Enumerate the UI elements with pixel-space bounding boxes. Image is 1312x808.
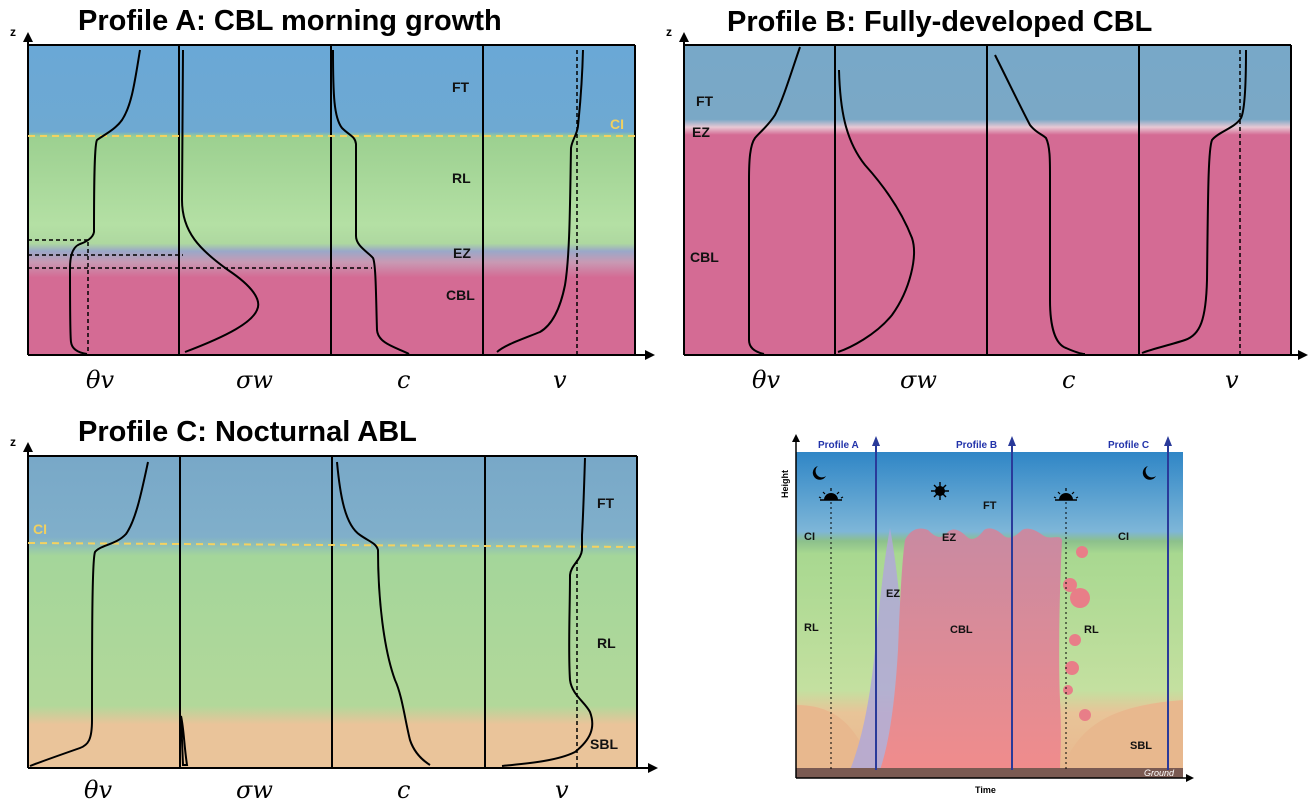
profile-b-theta-curve — [748, 46, 801, 355]
timeline-panel: Ground Height Time Profile A Profile B P… — [780, 434, 1194, 795]
timeline-ground-label: Ground — [1144, 768, 1175, 778]
profile-c-rl-label: RL — [597, 635, 616, 651]
profile-a-sigma-label: σw — [236, 366, 273, 394]
timeline-profile-b-label: Profile B — [956, 440, 997, 451]
timeline-profile-a-arrow — [872, 436, 880, 446]
profile-a-rl-label: RL — [452, 170, 471, 186]
profile-c-ft-label: FT — [597, 495, 615, 511]
profile-c-z-label: z — [10, 435, 16, 449]
profile-c-theta-label: θv — [84, 776, 112, 803]
timeline-sbl-right — [1062, 700, 1183, 770]
profile-a-z-arrow — [23, 32, 33, 42]
timeline-rl-right-label: RL — [1084, 624, 1099, 636]
sun-icon — [931, 482, 949, 500]
timeline-sbl-left — [796, 705, 862, 770]
timeline-x-arrow — [1186, 774, 1194, 782]
timeline-profile-a-label: Profile A — [818, 440, 859, 451]
profile-b-x-arrow — [1298, 350, 1308, 360]
profile-c-c-label: c — [397, 776, 410, 803]
profile-b-z-label: z — [666, 25, 672, 39]
timeline-ez-top-label: EZ — [942, 532, 956, 544]
timeline-ci-right-label: CI — [1118, 531, 1129, 543]
profile-a-c-label: c — [397, 366, 410, 394]
timeline-ez-left-label: EZ — [886, 588, 900, 600]
profile-c-panel: Profile C: Nocturnal ABL z CI FT RL SBL … — [10, 416, 658, 804]
timeline-profile-c-arrow — [1164, 436, 1172, 446]
profile-b-ft-label: FT — [696, 93, 714, 109]
profile-b-c-label: c — [1062, 366, 1075, 394]
profile-c-sigma-curve — [180, 715, 189, 766]
timeline-x-label: Time — [975, 785, 996, 795]
profile-a-title: Profile A: CBL morning growth — [78, 5, 502, 37]
profile-b-sigma-label: σw — [900, 366, 937, 394]
timeline-y-arrow — [792, 434, 800, 442]
profile-a-v-label: v — [553, 366, 567, 394]
timeline-sbl-label: SBL — [1130, 740, 1152, 752]
profile-b-c-curve — [994, 54, 1086, 355]
profile-c-z-arrow — [23, 442, 33, 452]
timeline-blob-4 — [1069, 634, 1081, 646]
profile-c-ci-line — [27, 542, 638, 548]
profile-c-sigma-label: σw — [236, 776, 273, 803]
profile-a-v-curve — [496, 49, 584, 353]
profile-a-c-curve — [332, 49, 410, 355]
profile-c-title: Profile C: Nocturnal ABL — [78, 416, 417, 448]
profile-a-theta-label: θv — [86, 366, 114, 394]
moon-icon — [1142, 466, 1156, 480]
profile-a-cbl-label: CBL — [446, 287, 475, 303]
timeline-profile-c-label: Profile C — [1108, 440, 1149, 451]
profile-b-title: Profile B: Fully-developed CBL — [727, 6, 1152, 38]
timeline-profile-b-arrow — [1008, 436, 1016, 446]
profile-c-v-label: v — [555, 776, 569, 803]
timeline-blob-5 — [1065, 661, 1079, 675]
profile-c-v-curve — [501, 457, 594, 767]
moon-icon — [812, 466, 826, 480]
profile-c-theta-curve — [29, 461, 149, 767]
timeline-blob-6 — [1063, 685, 1073, 695]
timeline-blob-1 — [1076, 546, 1088, 558]
sunset-icon — [1053, 488, 1079, 501]
timeline-blob-7 — [1079, 709, 1091, 721]
profile-a-z-label: z — [10, 25, 16, 39]
profile-b-v-curve — [1141, 49, 1247, 354]
profile-b-cbl-label: CBL — [690, 249, 719, 265]
timeline-cbl-label: CBL — [950, 624, 973, 636]
profile-c-c-curve — [336, 461, 431, 766]
profile-a-panel: Profile A: CBL morning growth z FT CI RL… — [10, 5, 655, 394]
timeline-cbl-region — [880, 528, 1062, 770]
profile-b-v-label: v — [1225, 366, 1239, 394]
profile-a-ft-label: FT — [452, 79, 470, 95]
profile-b-panel: Profile B: Fully-developed CBL z FT EZ C… — [666, 6, 1308, 394]
timeline-ci-left-label: CI — [804, 531, 815, 543]
profile-b-theta-label: θv — [752, 366, 780, 394]
timeline-blob-3 — [1070, 588, 1090, 608]
profile-a-ez-label: EZ — [453, 245, 471, 261]
profile-a-theta-curve — [68, 49, 141, 355]
timeline-rl-left-label: RL — [804, 622, 819, 634]
profile-b-ez-label: EZ — [692, 124, 710, 140]
profile-c-x-arrow — [648, 763, 658, 773]
timeline-y-label: Height — [780, 470, 790, 498]
profile-c-ci-label: CI — [33, 521, 47, 537]
profile-b-sigma-curve — [837, 69, 915, 353]
sunrise-icon — [818, 488, 844, 501]
profile-a-x-arrow — [645, 350, 655, 360]
profile-b-z-arrow — [679, 32, 689, 42]
profile-a-ci-label: CI — [610, 116, 624, 132]
timeline-ground — [796, 768, 1183, 778]
profile-a-sigma-curve — [180, 49, 260, 353]
profile-c-sbl-label: SBL — [590, 736, 618, 752]
timeline-ft-label: FT — [983, 500, 997, 512]
